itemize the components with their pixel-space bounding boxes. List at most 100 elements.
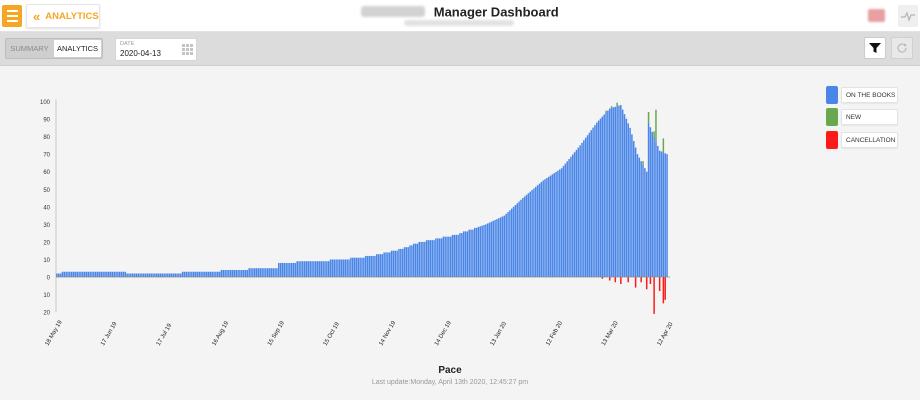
bar-on-the-books [387,252,389,277]
bar-on-the-books [542,180,544,277]
tab-summary[interactable]: SUMMARY [10,44,49,53]
legend-item-cancellation[interactable]: CANCELLATION [826,131,898,149]
bar-cancellation [658,277,661,292]
bar-cancellation [627,277,629,283]
bar-on-the-books [56,273,58,277]
bar-on-the-books [87,271,90,277]
bar-on-the-books [300,261,302,277]
bar-on-the-books [100,271,103,277]
bar-on-the-books [178,273,180,277]
bar-on-the-books [229,269,232,277]
date-field[interactable]: DATE 2020-04-13 [115,38,197,61]
bar-on-the-books [603,114,605,277]
bar-new [610,106,613,108]
bar-on-the-books [557,170,559,277]
refresh-button[interactable] [891,37,913,59]
bar-on-the-books [453,234,456,277]
bar-on-the-books [213,271,215,277]
calendar-icon[interactable] [182,44,193,55]
bar-on-the-books [660,151,663,277]
bar-on-the-books [311,261,313,277]
bar-on-the-books [363,257,365,277]
bar-on-the-books [63,271,66,277]
bar-on-the-books [185,271,188,277]
bar-on-the-books [170,273,173,277]
pulse-icon[interactable] [898,5,918,27]
bar-on-the-books [215,271,217,277]
legend-swatch [826,86,838,104]
bar-on-the-books [514,205,517,277]
bar-on-the-books [488,222,491,277]
legend-item-on-the-books[interactable]: ON THE BOOKS [826,86,898,104]
bar-on-the-books [657,145,659,277]
filter-button[interactable] [864,37,886,59]
bar-on-the-books [78,271,80,277]
bar-on-the-books [597,120,600,277]
bar-on-the-books [283,262,286,277]
legend-label: CANCELLATION [841,132,898,148]
bar-on-the-books [274,268,276,277]
bar-on-the-books [154,273,156,277]
bar-on-the-books [248,268,250,277]
bar-on-the-books [65,271,67,277]
bar-on-the-books [124,271,127,277]
x-tick-label: 18 May 19 [45,319,65,347]
bar-on-the-books [470,229,472,277]
bar-on-the-books [183,271,186,277]
legend-item-new[interactable]: NEW [826,108,898,126]
bar-on-the-books [239,269,241,277]
tab-analytics[interactable]: ANALYTICS [54,40,101,57]
y-tick-label: 30 [43,223,50,229]
menu-icon[interactable] [2,5,22,27]
bar-on-the-books [440,238,443,277]
bar-on-the-books [91,271,93,277]
x-tick-label: 16 Aug 19 [211,320,230,347]
bar-on-the-books [135,273,138,277]
bar-on-the-books [326,261,328,277]
bar-on-the-books [536,185,539,277]
bar-on-the-books [327,261,330,277]
bar-on-the-books [246,269,249,277]
bar-on-the-books [448,236,450,277]
blurred-subtitle [404,20,514,26]
back-button[interactable]: « ANALYTICS [26,4,100,28]
bar-cancellation [634,277,637,288]
bar-on-the-books [294,262,297,277]
bar-on-the-books [265,268,267,277]
bar-on-the-books [431,240,433,277]
bar-on-the-books [377,254,380,277]
bar-on-the-books [278,262,280,277]
bar-on-the-books [573,152,576,277]
bar-on-the-books [449,236,452,277]
bar-on-the-books [649,127,652,277]
bar-on-the-books [128,273,130,277]
bar-new [662,138,665,153]
bar-on-the-books [546,178,548,277]
bar-on-the-books [109,271,112,277]
bar-on-the-books [466,231,469,277]
bar-on-the-books [61,271,64,277]
bar-on-the-books [322,261,324,277]
bar-on-the-books [276,268,278,277]
bar-on-the-books [359,257,361,277]
bar-cancellation [645,277,648,290]
refresh-icon [897,43,907,53]
bar-on-the-books [608,108,611,277]
bar-on-the-books [76,271,78,277]
bar-on-the-books [383,252,385,277]
bar-cancellation [601,277,604,279]
bar-on-the-books [224,269,226,277]
bar-on-the-books [446,236,448,277]
bar-on-the-books [529,191,531,277]
bar-on-the-books [292,262,295,277]
bar-on-the-books [645,171,648,277]
bar-on-the-books [74,271,77,277]
avatar[interactable] [868,9,885,22]
bar-on-the-books [457,234,459,277]
bar-on-the-books [390,250,393,277]
page-title-wrap: Manager Dashboard [0,3,920,21]
bar-on-the-books [261,268,263,277]
bar-on-the-books [372,255,374,277]
bar-on-the-books [181,271,184,277]
bar-on-the-books [442,236,445,277]
